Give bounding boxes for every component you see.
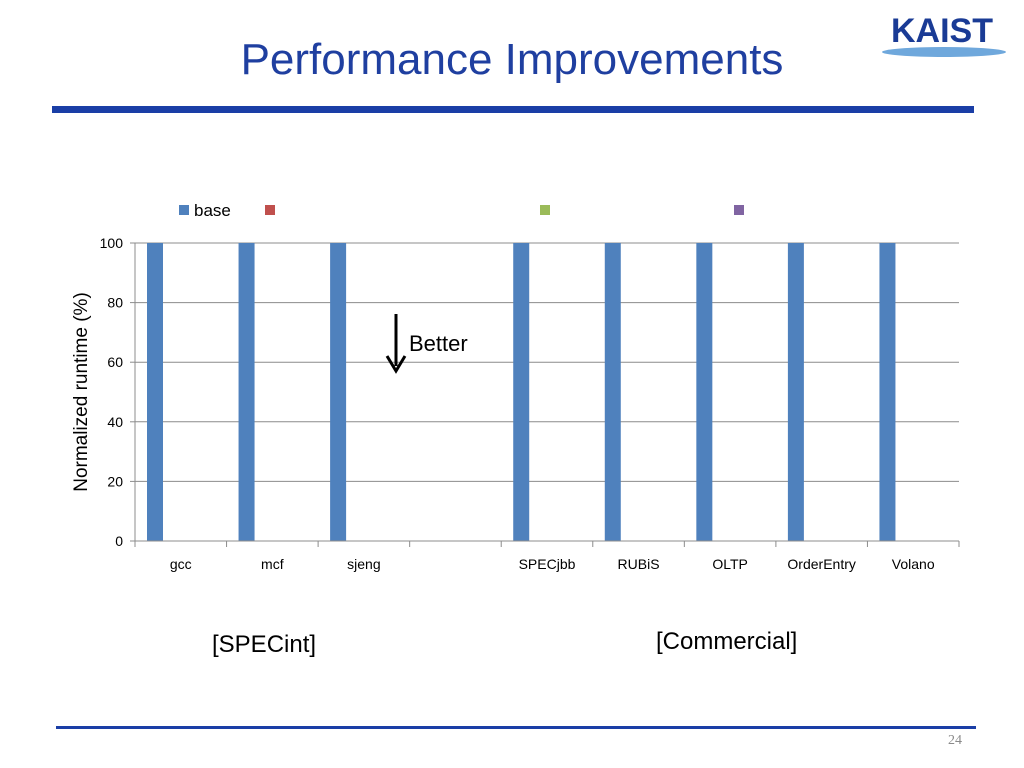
kaist-logo-text: KAIST (891, 12, 993, 50)
bar (696, 243, 713, 541)
bars (147, 243, 896, 541)
y-tick-label: 40 (107, 414, 123, 430)
kaist-logo: KAIST (882, 12, 1006, 57)
x-tick-label: Volano (892, 556, 935, 572)
y-axis-label: Normalized runtime (%) (71, 292, 92, 492)
bar (330, 243, 347, 541)
y-tick-label: 0 (115, 533, 123, 549)
legend-swatch (265, 205, 275, 215)
footer-rule (56, 726, 976, 729)
x-tick-label: mcf (261, 556, 284, 572)
legend-label: base (194, 201, 231, 220)
better-label: Better (409, 331, 468, 356)
y-tick-label: 60 (107, 354, 123, 370)
legend-swatch (179, 205, 189, 215)
bar (604, 243, 621, 541)
axes: 0 20 40 60 80 100 gcc mcf sjeng SPECjbb RUBiS OLTP O… (100, 235, 960, 572)
x-tick-label: OLTP (712, 556, 748, 572)
x-tick-label: RUBiS (618, 556, 660, 572)
x-tick-label: gcc (170, 556, 192, 572)
group-label-specint: [SPECint] (212, 631, 317, 658)
bar (787, 243, 804, 541)
slide-title: Performance Improvements (240, 35, 784, 84)
better-arrow (385, 314, 407, 374)
x-tick-label: OrderEntry (787, 556, 855, 572)
title-rule (52, 106, 974, 113)
grid-lines (135, 242, 959, 482)
x-tick-label: sjeng (347, 556, 380, 572)
legend-swatch (734, 205, 744, 215)
y-tick-label: 20 (107, 473, 123, 489)
x-tick-label: SPECjbb (519, 556, 576, 572)
bar (147, 243, 163, 541)
y-tick-label: 80 (107, 295, 123, 311)
legend: base (179, 201, 744, 220)
group-label-commercial: [Commercial] (656, 628, 798, 655)
legend-swatch (540, 205, 550, 215)
bar (513, 243, 530, 541)
page-number: 24 (948, 733, 962, 748)
y-tick-label: 100 (100, 235, 124, 251)
bar (238, 243, 255, 541)
bar (879, 243, 896, 541)
